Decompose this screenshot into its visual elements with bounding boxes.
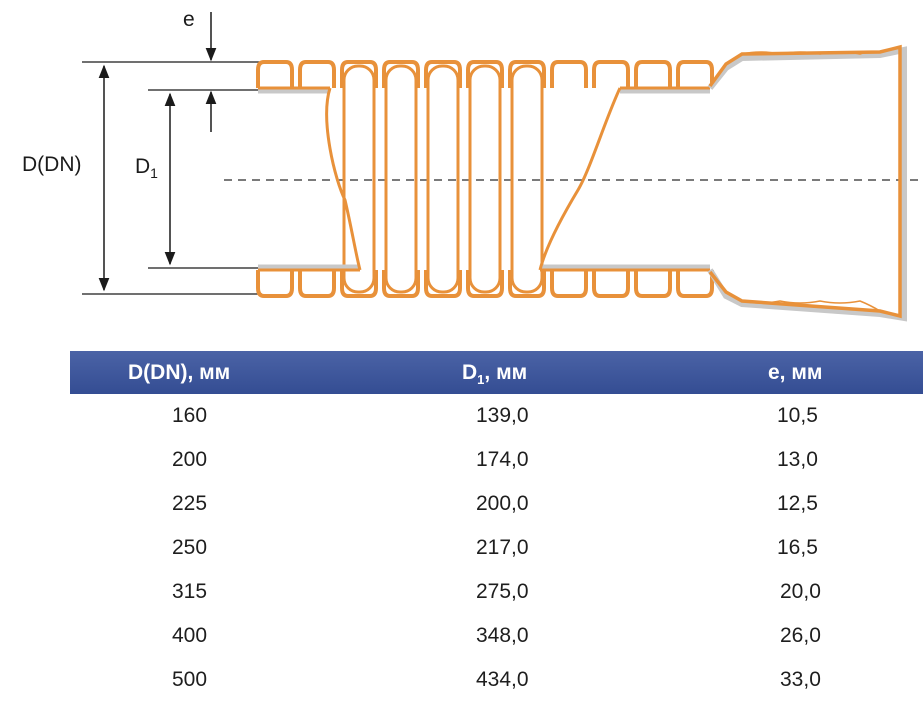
- pipe-diagram: [82, 12, 923, 322]
- d1-label-subscript: 1: [150, 165, 158, 181]
- table-row: 315 275,0 20,0: [0, 580, 923, 624]
- cell-d1: 217,0: [476, 536, 529, 559]
- cell-e: 12,5: [777, 492, 818, 515]
- inner-wall: [258, 86, 710, 272]
- cell-e: 16,5: [777, 536, 818, 559]
- corrugation-top: [298, 60, 336, 88]
- cell-d-dn: 225: [172, 492, 208, 515]
- corrugation-ring: [510, 64, 544, 294]
- header-e: e, мм: [768, 361, 823, 384]
- e-label: e: [183, 8, 195, 31]
- corrugation-top: [424, 60, 462, 88]
- corrugation-bottom: [256, 270, 294, 298]
- corrugation-bottom: [466, 270, 504, 298]
- d1-label-main: D: [135, 155, 151, 178]
- table-row: 160 139,0 10,5: [0, 404, 923, 448]
- header-d1-subscript: 1: [477, 372, 485, 387]
- cell-d-dn: 250: [172, 536, 208, 559]
- corrugation-top: [592, 60, 630, 88]
- pipe-socket: [707, 44, 907, 322]
- cell-d-dn: 160: [172, 404, 208, 427]
- table-row: 225 200,0 12,5: [0, 492, 923, 536]
- d-dn-label: D(DN): [22, 153, 82, 176]
- cell-d1: 200,0: [476, 492, 529, 515]
- corrugation-top: [676, 60, 714, 88]
- corrugation-bottom: [508, 270, 546, 298]
- cell-d-dn: 315: [172, 580, 208, 603]
- cell-d-dn: 400: [172, 624, 208, 647]
- corrugation-bottom: [424, 270, 462, 298]
- corrugation-ring: [384, 64, 418, 294]
- pipe-corrugations: [256, 60, 714, 298]
- corrugation-bottom: [592, 270, 630, 298]
- cell-e: 20,0: [780, 580, 821, 603]
- header-d-dn: D(DN), мм: [128, 361, 231, 384]
- corrugation-bottom: [382, 270, 420, 298]
- corrugation-top: [550, 60, 588, 88]
- corrugation-bottom: [676, 270, 714, 298]
- cell-d1: 434,0: [476, 668, 529, 691]
- table-row: 200 174,0 13,0: [0, 448, 923, 492]
- header-d1: D1, мм: [462, 361, 527, 387]
- cell-e: 10,5: [777, 404, 818, 427]
- cell-d1: 174,0: [476, 448, 529, 471]
- cell-d1: 348,0: [476, 624, 529, 647]
- corrugation-top: [508, 60, 546, 88]
- cell-e: 26,0: [780, 624, 821, 647]
- table-row: 500 434,0 33,0: [0, 668, 923, 712]
- table-row: 250 217,0 16,5: [0, 536, 923, 580]
- corrugation-ring: [426, 64, 460, 294]
- corrugation-bottom: [298, 270, 336, 298]
- corrugation-top: [634, 60, 672, 88]
- pipe-drawing: e D(DN) D1: [0, 0, 923, 340]
- cell-d1: 275,0: [476, 580, 529, 603]
- corrugation-top: [340, 60, 378, 88]
- corrugation-bottom: [340, 270, 378, 298]
- corrugation-top: [466, 60, 504, 88]
- cell-d1: 139,0: [476, 404, 529, 427]
- cutaway-curves: [325, 87, 622, 271]
- extension-lines: [82, 61, 262, 295]
- corrugation-top: [256, 60, 294, 88]
- header-d1-main: D: [462, 361, 478, 384]
- corrugation-bottom: [634, 270, 672, 298]
- corrugation-ring: [342, 64, 376, 294]
- cell-d-dn: 500: [172, 668, 208, 691]
- d1-label: D1: [135, 156, 158, 180]
- table-header: D(DN), мм D1, мм e, мм: [70, 351, 923, 394]
- corrugation-ring: [468, 64, 502, 294]
- corrugation-bottom: [550, 270, 588, 298]
- table-row: 400 348,0 26,0: [0, 624, 923, 668]
- corrugation-top: [382, 60, 420, 88]
- cell-e: 33,0: [780, 668, 821, 691]
- cell-e: 13,0: [777, 448, 818, 471]
- cell-d-dn: 200: [172, 448, 208, 471]
- header-d1-unit: , мм: [484, 361, 528, 384]
